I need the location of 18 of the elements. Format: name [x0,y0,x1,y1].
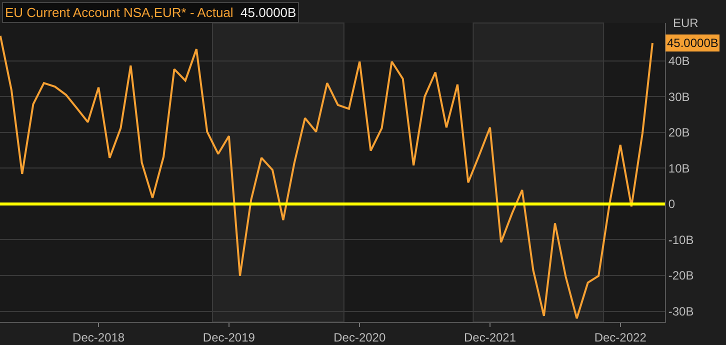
y-tick-label: 0 [668,197,676,212]
y-tick-label: -10B [668,232,694,247]
x-tick-label: Dec-2019 [202,330,256,344]
x-tick-label: Dec-2018 [72,330,125,344]
text: 45.0000B [667,36,718,50]
y-tick-label: -30B [668,304,694,318]
x-tick-label: Dec-2021 [464,330,516,344]
y-tick-label: -20B [668,268,694,283]
line-series [0,34,654,320]
chart-title: EU Current Account NSA,EUR* - Actual [5,5,234,20]
chart-subtitle: 45.0000B [240,5,296,20]
x-tick-label: Dec-2020 [334,330,386,344]
y-tick-label: 10B [668,161,690,176]
x-tick-label: Dec-2022 [594,330,647,344]
y-tick-label: 30B [668,90,690,104]
y-tick-label: 20B [668,126,690,140]
y-axis-title: EUR [673,16,699,30]
y-tick-label: 40B [668,54,690,68]
